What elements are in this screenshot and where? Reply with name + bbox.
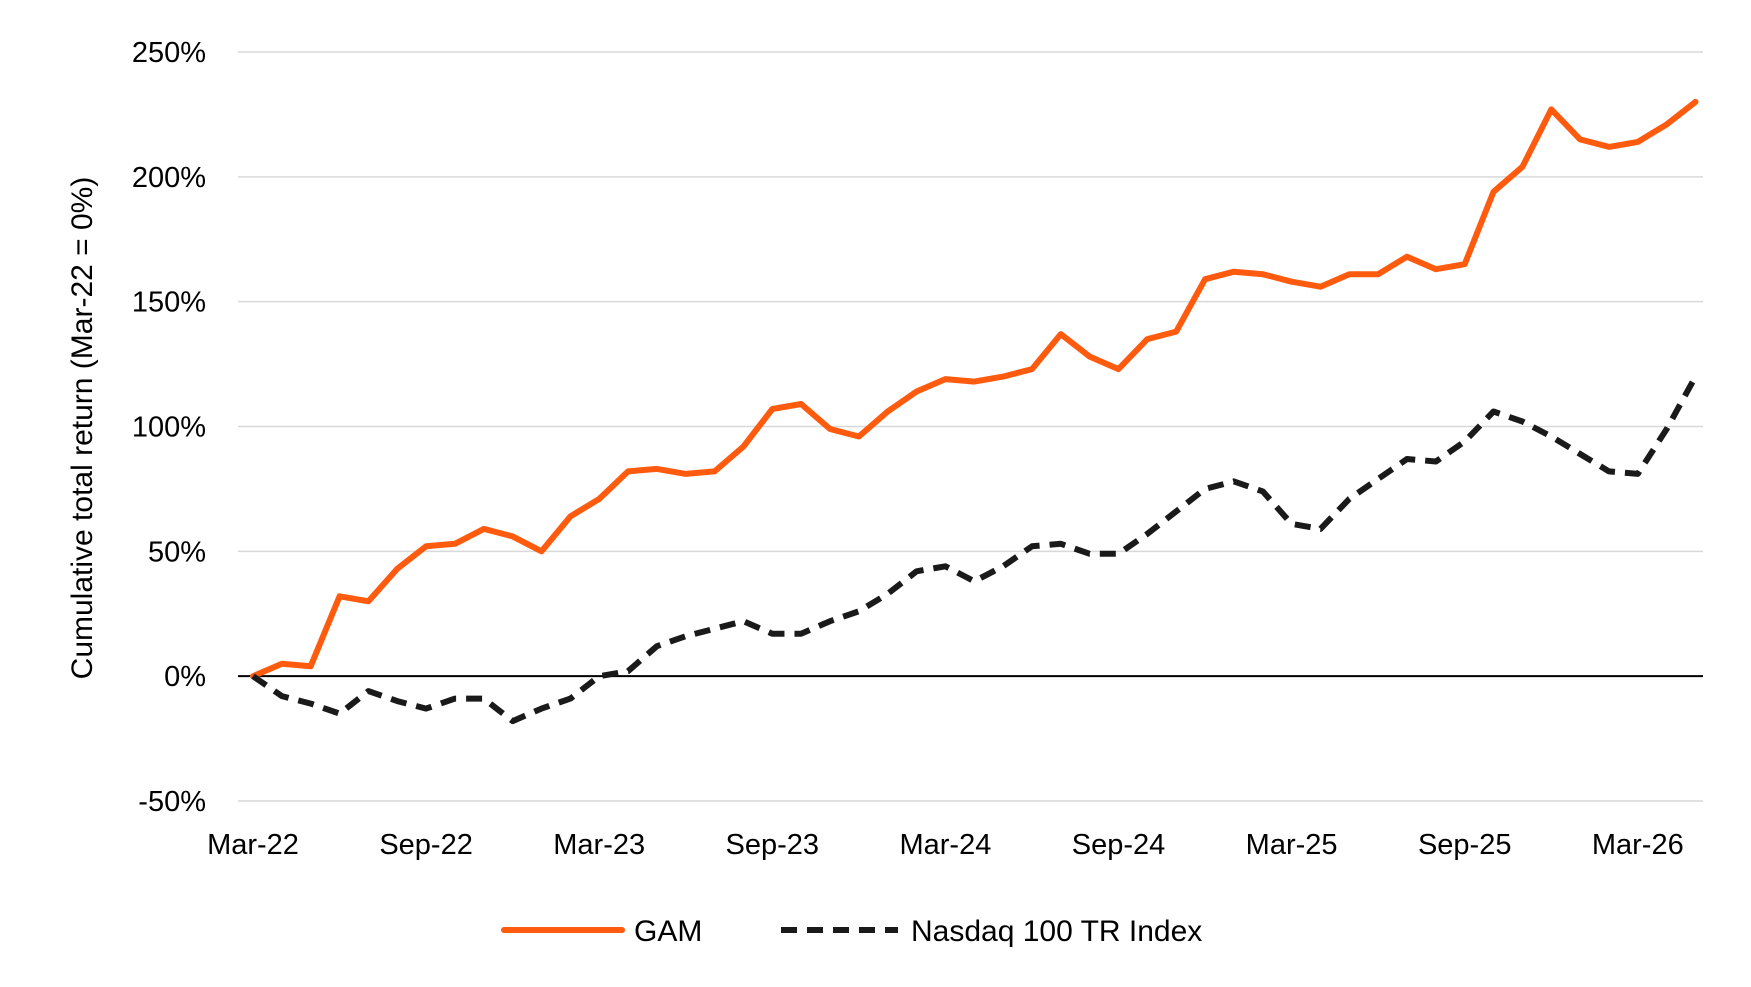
y-tick-label: 250%: [132, 37, 206, 69]
series-line-nasdaq: [251, 375, 1699, 725]
x-tick-label: Sep-23: [726, 829, 820, 861]
y-tick-label: 100%: [132, 412, 206, 444]
legend: GAM Nasdaq 100 TR Index: [501, 915, 1202, 948]
series-lines: [250, 98, 1699, 725]
y-axis-label: Cumulative total return (Mar-22 = 0%): [66, 177, 99, 680]
y-tick-label: -50%: [138, 786, 206, 818]
x-tick-label: Mar-26: [1592, 829, 1684, 861]
y-tick-label: 200%: [132, 162, 206, 194]
x-tick-label: Sep-25: [1418, 829, 1512, 861]
legend-label-gam: GAM: [634, 915, 702, 948]
y-tick-label: 50%: [148, 536, 206, 568]
x-tick-label: Mar-23: [553, 829, 645, 861]
x-tick-label: Sep-22: [379, 829, 473, 861]
legend-label-nasdaq: Nasdaq 100 TR Index: [911, 915, 1202, 948]
y-tick-label: 150%: [132, 287, 206, 319]
x-axis-ticks: Mar-22 Sep-22 Mar-23 Sep-23 Mar-24 Sep-24 Mar-…: [207, 829, 1684, 861]
x-tick-label: Mar-22: [207, 829, 299, 861]
series-line-gam: [250, 98, 1699, 680]
y-axis-ticks: 250% 200% 150% 100% 50% 0% -50%: [132, 37, 206, 818]
x-tick-label: Sep-24: [1072, 829, 1166, 861]
x-tick-label: Mar-24: [899, 829, 991, 861]
gridlines: [238, 51, 1703, 802]
y-tick-label: 0%: [164, 661, 206, 693]
x-tick-label: Mar-25: [1246, 829, 1338, 861]
